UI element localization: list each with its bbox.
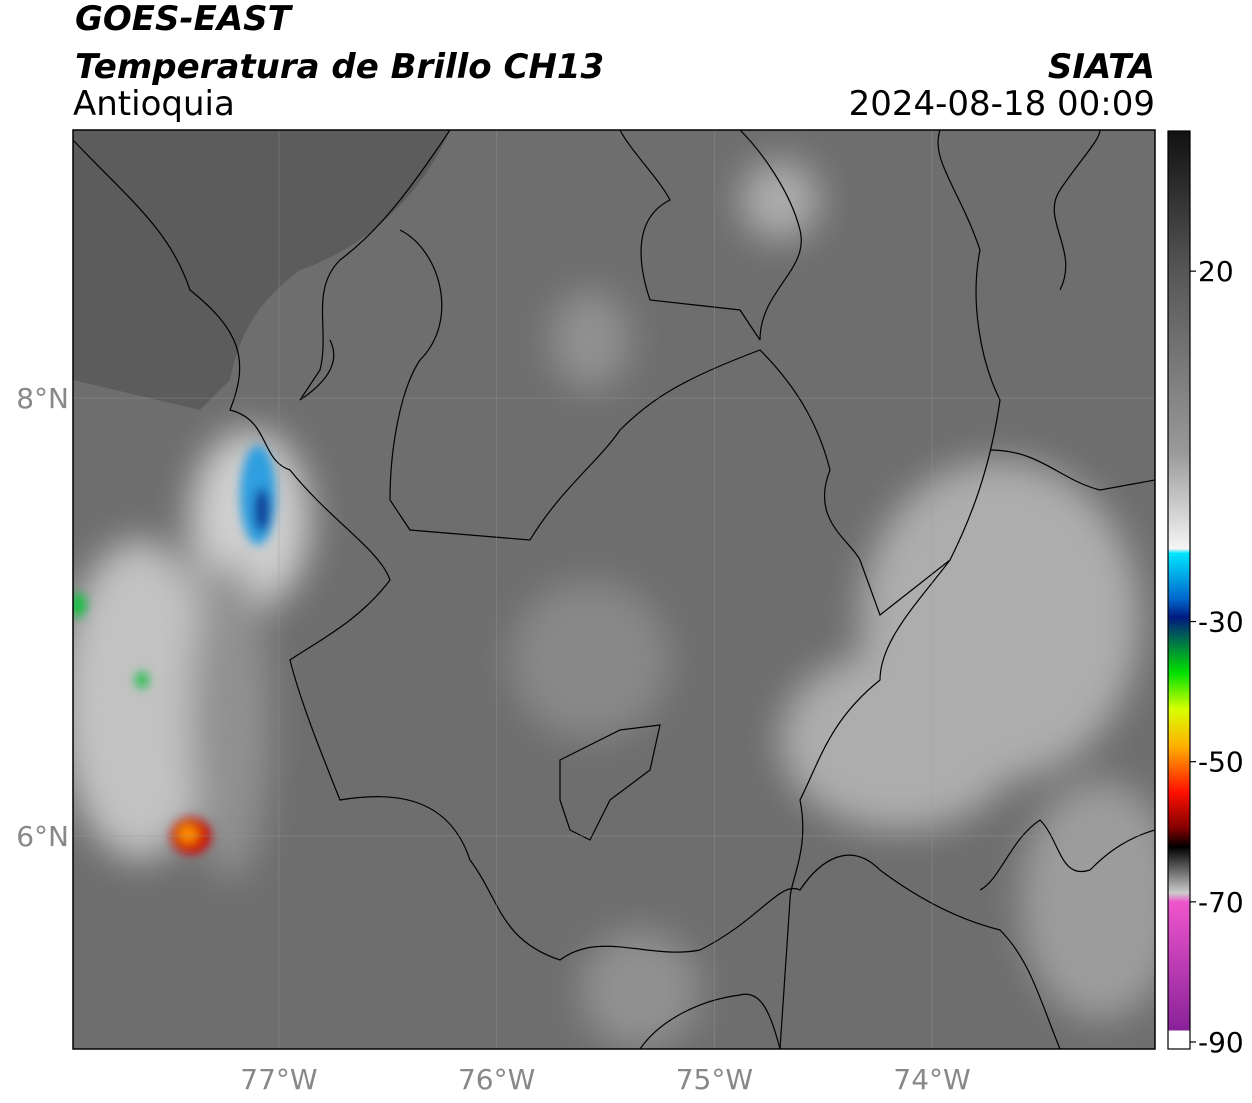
y-tick-label: 6°N	[16, 820, 69, 853]
x-tick-label: 77°W	[240, 1063, 317, 1096]
x-tick-label: 75°W	[676, 1063, 753, 1096]
colorbar-tick-label: -30	[1198, 606, 1244, 639]
x-tick-label: 76°W	[458, 1063, 535, 1096]
colorbar	[1167, 130, 1191, 1050]
source: SIATA	[1048, 47, 1155, 87]
map-image	[73, 130, 1155, 1049]
colorbar-tick-label: -90	[1198, 1026, 1244, 1059]
timestamp: 2024-08-18 00:09	[849, 84, 1155, 124]
x-tick-label: 74°W	[893, 1063, 970, 1096]
colorbar-tick-label: -70	[1198, 886, 1244, 919]
map-frame	[72, 129, 1156, 1050]
y-tick-label: 8°N	[16, 382, 69, 415]
grid	[73, 130, 1155, 1049]
title: GOES-EAST	[75, 0, 294, 39]
region: Antioquia	[73, 84, 235, 124]
subtitle: Temperatura de Brillo CH13	[75, 47, 604, 87]
colorbar-tick-label: -50	[1198, 746, 1244, 779]
colorbar-tick-label: 20	[1198, 255, 1234, 288]
